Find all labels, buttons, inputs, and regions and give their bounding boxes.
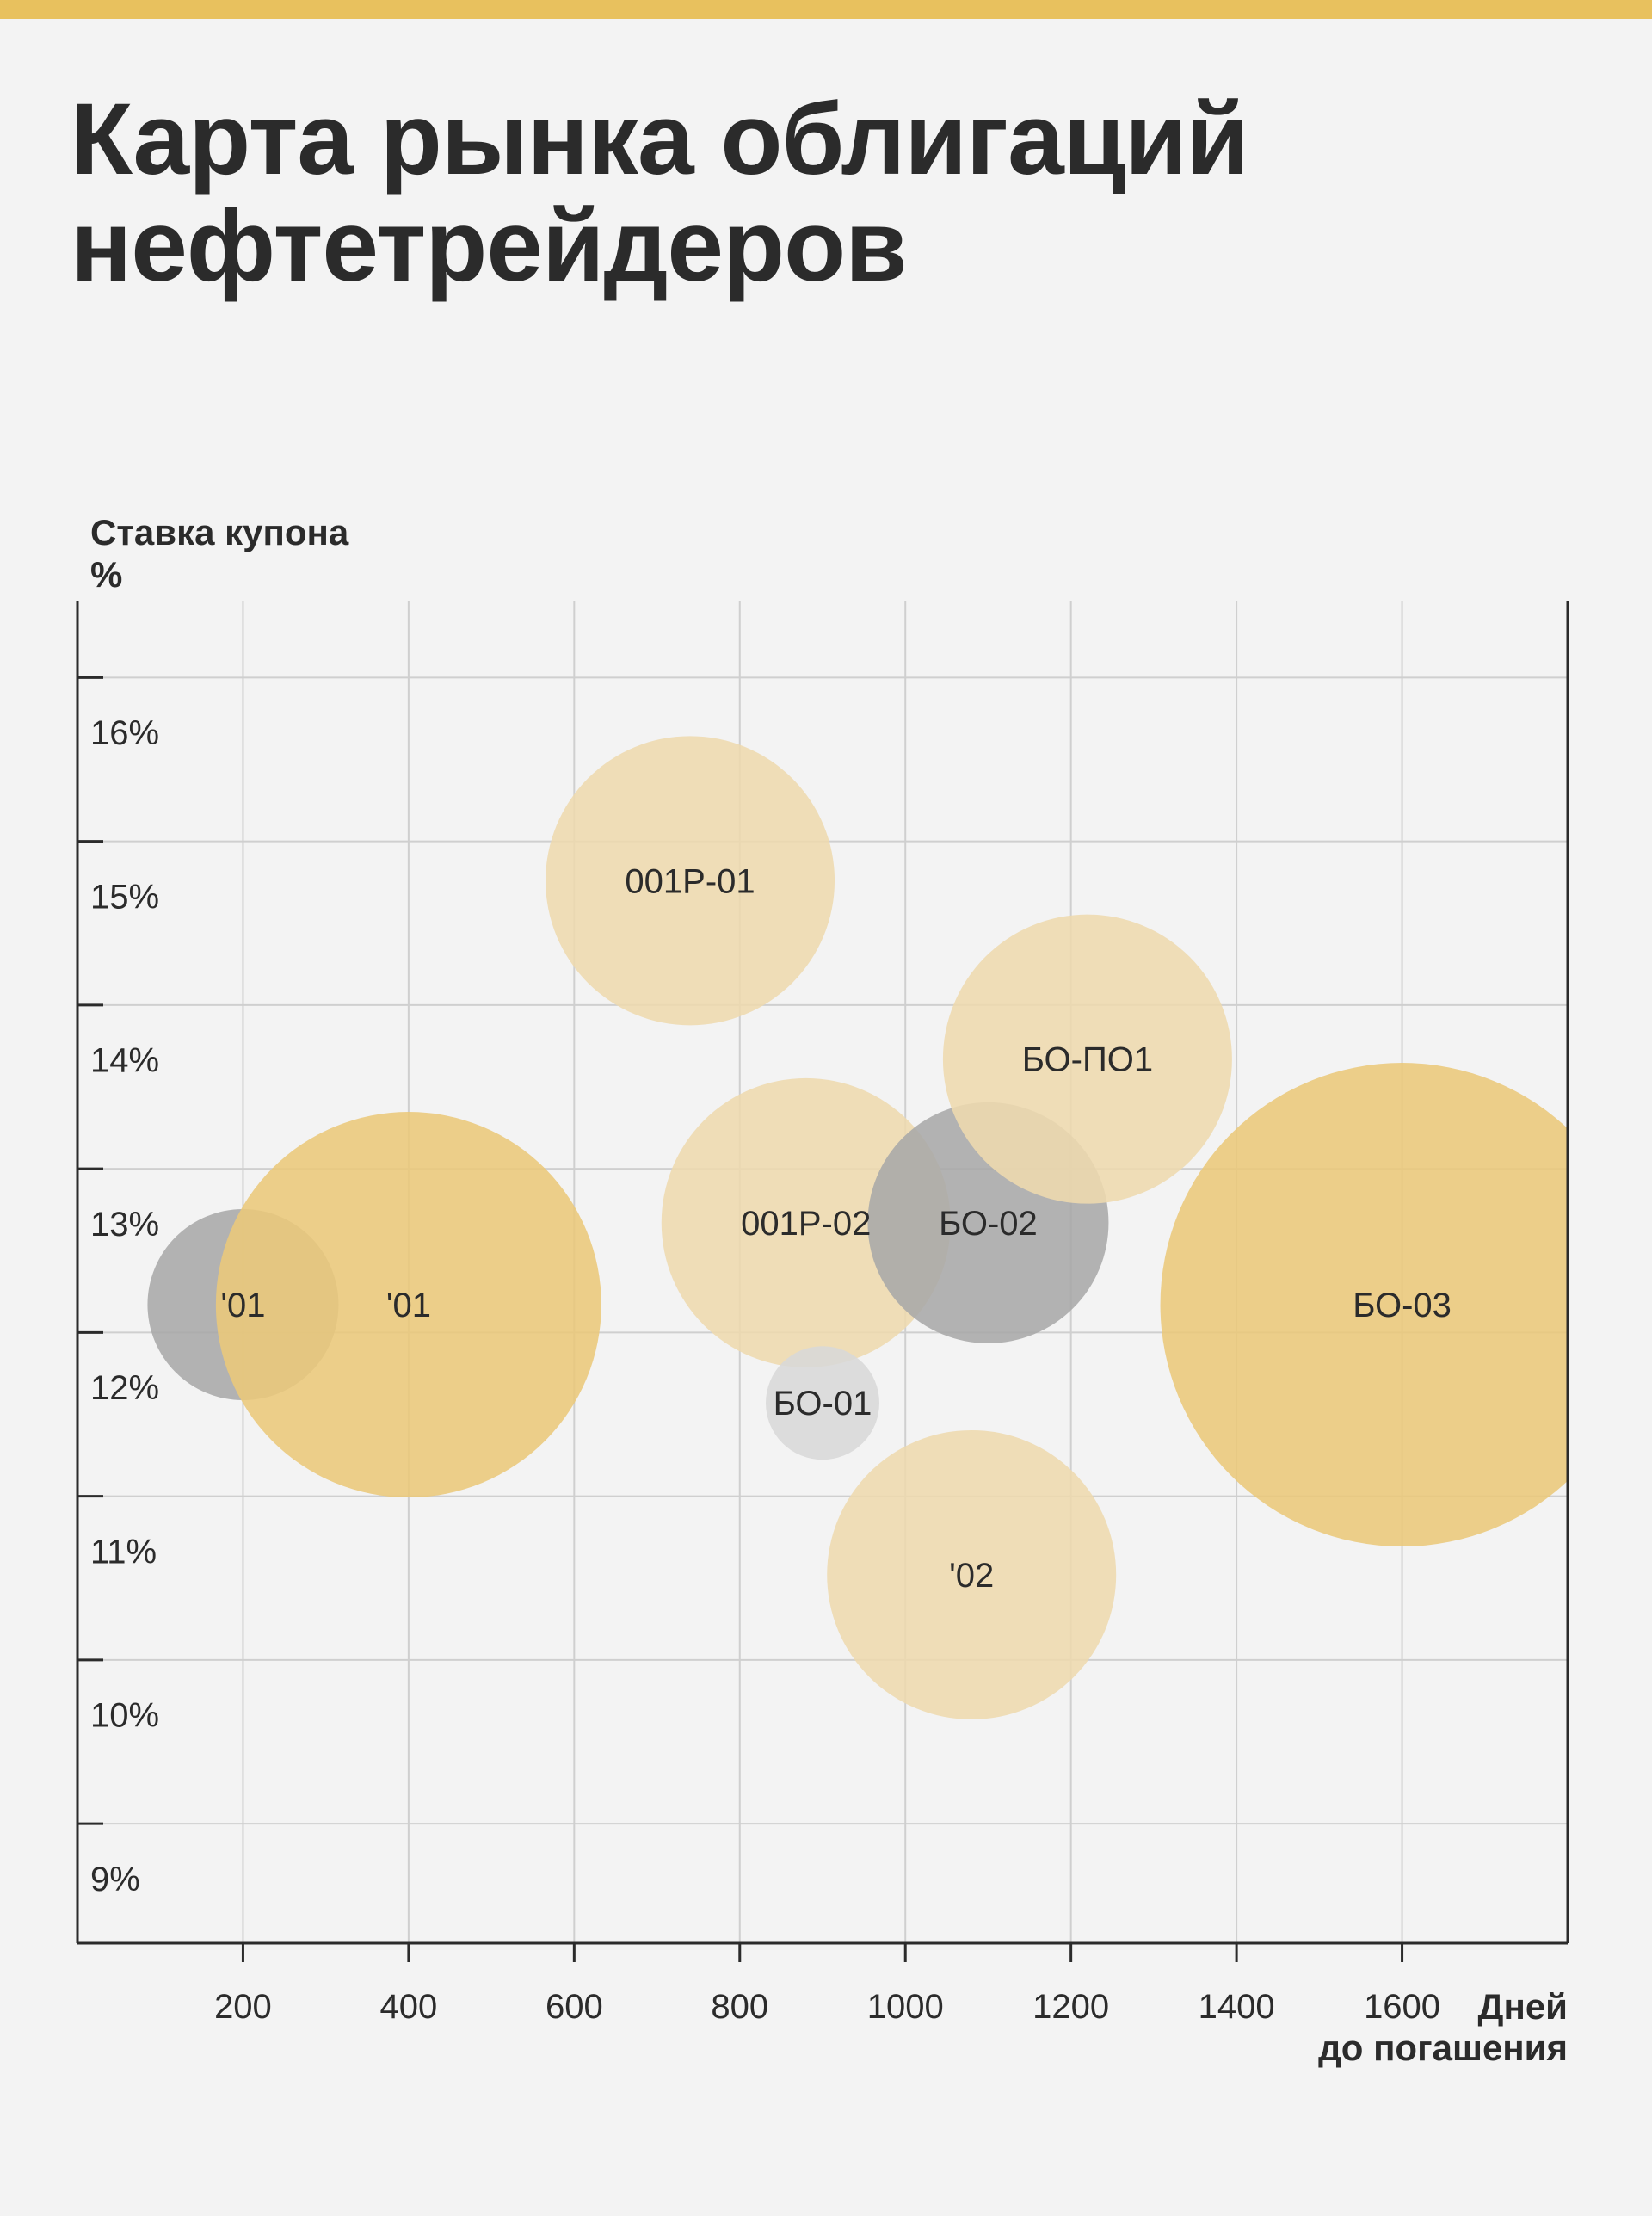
x-axis-label-line-2: до погашения — [1318, 2028, 1568, 2068]
bubble — [661, 1077, 951, 1367]
y-tick-label: 14% — [90, 1042, 159, 1080]
bubble — [766, 1346, 879, 1460]
bubble-label: БО-03 — [1353, 1287, 1452, 1324]
bubble — [215, 1112, 601, 1498]
title-line-2: нефтетрейдеров — [71, 189, 908, 303]
label-layer: 200 400 600 800 1000 1200 1400 1600 9% 10% 11% 12% 1… — [90, 714, 1452, 2026]
bubble-layer — [147, 736, 1568, 1719]
x-tick-label: 600 — [546, 1988, 603, 2026]
x-tick-label: 1000 — [867, 1988, 944, 2026]
bubble-label: '01 — [220, 1287, 265, 1324]
x-tick-label: 200 — [214, 1988, 272, 2026]
bubble — [1160, 1063, 1568, 1546]
bubble — [546, 736, 835, 1026]
x-tick-label: 800 — [711, 1988, 768, 2026]
y-tick-label: 12% — [90, 1369, 159, 1407]
x-tick-label: 400 — [380, 1988, 438, 2026]
y-tick-label: 15% — [90, 878, 159, 916]
x-tick-label: 1600 — [1364, 1988, 1440, 2026]
x-tick-label: 1200 — [1032, 1988, 1109, 2026]
page-title: Карта рынка облигаций нефтетрейдеров — [71, 86, 1533, 299]
bubble-label: 001P-02 — [741, 1205, 871, 1243]
bubble-label: 001P-01 — [625, 862, 755, 900]
bubble-label: БО-01 — [774, 1385, 872, 1423]
y-tick-label: 16% — [90, 714, 159, 752]
y-axis-label-line-1: Ставка купона — [90, 512, 349, 552]
bubble-label: '02 — [949, 1557, 994, 1595]
bubble — [827, 1429, 1117, 1719]
bubble-label: БО-ПО1 — [1022, 1041, 1153, 1079]
y-tick-label: 13% — [90, 1206, 159, 1244]
bubble-label: БО-02 — [939, 1205, 1038, 1243]
bubble — [942, 914, 1232, 1204]
title-line-1: Карта рынка облигаций — [71, 83, 1248, 196]
y-tick-label: 9% — [90, 1861, 140, 1898]
top-accent-bar — [0, 0, 1652, 19]
x-axis-label-line-1: Дней — [1478, 1986, 1568, 2027]
axis-layer — [76, 601, 1569, 1962]
y-tick-label: 11% — [90, 1533, 157, 1571]
y-axis-label-line-2: % — [90, 554, 122, 595]
y-tick-label: 10% — [90, 1697, 159, 1735]
bubble-label: '01 — [386, 1287, 431, 1324]
x-tick-label: 1400 — [1199, 1988, 1275, 2026]
